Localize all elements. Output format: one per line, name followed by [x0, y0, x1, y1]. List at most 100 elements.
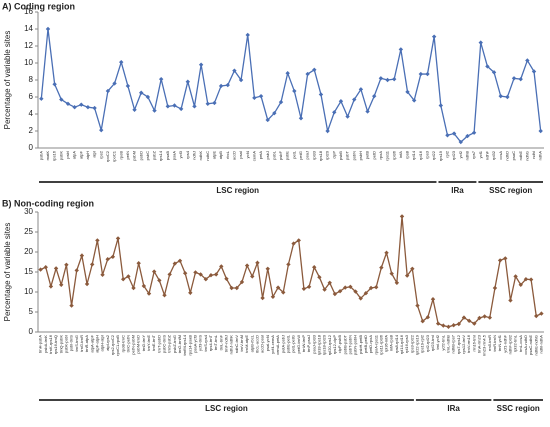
- data-point: [497, 258, 503, 263]
- data-point: [224, 276, 229, 281]
- x-tick-label: trnL-ccsA: [518, 335, 523, 352]
- data-point: [203, 277, 209, 282]
- x-tick-label: rps12-trnV: [461, 335, 466, 354]
- data-point: [126, 274, 131, 279]
- data-point: [260, 295, 265, 301]
- x-tick-label: petB-petD: [363, 335, 368, 353]
- data-point: [105, 257, 110, 262]
- data-point: [92, 105, 97, 111]
- x-tick-label: trnR-trnN: [492, 335, 497, 352]
- data-point: [523, 277, 529, 282]
- data-point: [518, 282, 523, 287]
- x-tick-label: rps11-rpl36: [378, 334, 383, 355]
- x-tick-label: atpA-atpF: [89, 334, 94, 352]
- data-point: [431, 34, 437, 39]
- x-tick-label: ndhB: [464, 151, 469, 161]
- x-tick-label: atpH: [85, 151, 90, 160]
- x-tick-label: rrn5-trnR: [487, 335, 492, 351]
- x-tick-label: petL: [291, 150, 296, 159]
- data-point: [466, 318, 472, 323]
- x-tick-label: clpP-psbB: [337, 335, 342, 354]
- data-point: [120, 277, 126, 282]
- data-point: [317, 275, 322, 280]
- x-tick-label: psbK-psbI: [63, 335, 68, 353]
- x-tick-label: rpoB: [118, 151, 123, 160]
- x-tick-label: ndhI-ndhA: [538, 335, 543, 354]
- x-tick-label: trnH-psbA: [38, 335, 43, 353]
- data-point: [52, 82, 57, 87]
- x-tick-label: psaJ-rpl33: [311, 334, 316, 353]
- x-tick-label: trnV-trnM: [239, 335, 244, 351]
- x-tick-label: psbB-psbT: [342, 334, 347, 354]
- data-point: [99, 127, 104, 133]
- data-point: [461, 315, 467, 320]
- data-point: [59, 97, 64, 102]
- data-point: [438, 103, 444, 108]
- x-tick-label: rps16: [52, 150, 57, 161]
- x-tick-label: petN-psbM: [131, 335, 136, 355]
- x-tick-label: psbJ: [265, 151, 270, 159]
- data-point: [471, 130, 477, 135]
- data-point: [281, 290, 286, 295]
- x-tick-label: trnI-ycf2: [435, 334, 440, 349]
- x-tick-label: trnS-rps4: [203, 334, 208, 351]
- data-point: [119, 59, 124, 65]
- x-tick-label: rps18-rpl20: [322, 334, 327, 355]
- y-tick-label: 30: [24, 207, 33, 216]
- data-point: [105, 88, 111, 94]
- x-tick-label: ycf3-trnS: [198, 335, 203, 351]
- data-point: [218, 83, 224, 89]
- data-point: [373, 285, 379, 290]
- x-tick-label: rpl14: [411, 150, 416, 160]
- data-point: [358, 296, 363, 301]
- x-tick-label: rpl2-rpl23: [425, 334, 430, 352]
- x-tick-label: ndhG: [524, 151, 529, 161]
- x-tick-label: atpF: [78, 150, 83, 159]
- x-tick-label: rps4-trnT: [208, 334, 213, 351]
- data-point: [177, 258, 183, 263]
- data-point: [478, 40, 483, 45]
- x-tick-label: trnD-trnY: [141, 335, 146, 352]
- x-tick-label: trnM-atpE: [244, 335, 249, 353]
- data-point: [219, 264, 224, 269]
- data-point: [425, 315, 431, 320]
- data-point: [391, 76, 397, 82]
- x-tick-label: atpB-rbcL: [249, 334, 254, 352]
- x-tick-label: ccsA: [498, 151, 503, 160]
- data-point: [485, 64, 490, 69]
- x-tick-label: atpF-atpH: [94, 335, 99, 353]
- x-tick-label: rpl20-rps12: [327, 334, 332, 355]
- data-point: [405, 89, 410, 95]
- x-tick-label: ndhC: [205, 151, 210, 161]
- x-tick-label: rpoA: [378, 151, 383, 160]
- data-point: [508, 298, 513, 303]
- data-point: [312, 67, 317, 72]
- y-tick-label: 14: [24, 24, 33, 33]
- x-tick-label: rps2: [98, 150, 103, 159]
- data-point: [232, 68, 237, 73]
- y-tick-label: 16: [24, 7, 33, 16]
- x-tick-label: trnT-trnL: [213, 334, 218, 350]
- data-point: [477, 315, 482, 321]
- x-tick-label: psbM-trnD: [136, 335, 141, 354]
- x-tick-label: atpH-atpI: [100, 335, 105, 351]
- data-point: [368, 285, 374, 291]
- data-point: [79, 102, 84, 107]
- data-point: [205, 101, 210, 106]
- x-tick-label: ycf3: [178, 150, 183, 158]
- x-tick-label: petG-trnW: [296, 335, 301, 354]
- x-tick-label: petN: [125, 151, 130, 160]
- data-point: [410, 266, 415, 271]
- x-tick-label: atpB: [218, 151, 223, 160]
- x-tick-label: petL-petG: [291, 335, 296, 353]
- y-tick-label: 8: [29, 75, 34, 84]
- data-point: [167, 272, 172, 277]
- data-point: [513, 274, 518, 279]
- x-tick-label: rpl23-trnI: [430, 335, 435, 351]
- y-axis-label: Percentage of variable sites: [3, 31, 12, 130]
- data-point: [115, 236, 121, 241]
- x-tick-label: rps7: [471, 150, 476, 159]
- data-point: [165, 104, 171, 109]
- x-tick-label: ndhF-rpl32: [508, 334, 513, 354]
- data-point: [250, 274, 255, 279]
